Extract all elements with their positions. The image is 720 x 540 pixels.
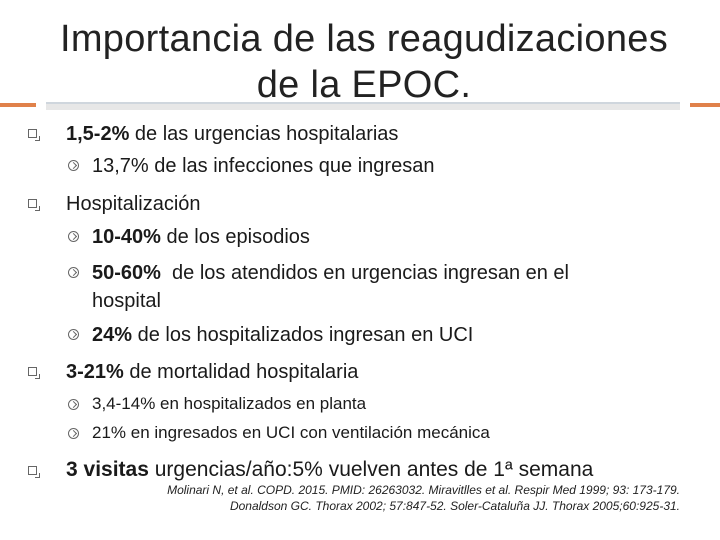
bullet-2-sub-1: 10-40% de los episodios — [92, 224, 310, 250]
title-line-1: Importancia de las reagudizaciones — [60, 18, 668, 60]
square-bullet-icon — [28, 129, 40, 141]
circle-arrow-bullet-icon — [68, 399, 79, 410]
references: Molinari N, et al. COPD. 2015. PMID: 262… — [40, 482, 680, 514]
bullet-2-sub-2: 50-60% de los atendidos en urgencias ing… — [92, 260, 569, 286]
bullet-3-sub-2-text: 21% en ingresados en UCI con ventilación… — [92, 423, 490, 442]
reference-line-2: Donaldson GC. Thorax 2002; 57:847-52. So… — [229, 499, 680, 513]
title-accent-left — [0, 103, 36, 107]
bullet-2-sub-1-text: de los episodios — [160, 226, 310, 248]
square-bullet-icon — [28, 466, 40, 478]
circle-arrow-bullet-icon — [68, 267, 79, 278]
bullet-2-sub-3-text: de los hospitalizados ingresan en UCI — [132, 324, 474, 346]
slide-title: Importancia de las reagudizaciones de la… — [30, 16, 698, 108]
bullet-1-sub-1: 13,7% de las infecciones que ingresan — [92, 153, 434, 179]
bullet-4-strong: 3 visitas — [66, 458, 149, 481]
bullet-3-sub-2: 21% en ingresados en UCI con ventilación… — [92, 422, 490, 444]
title-divider — [46, 102, 680, 110]
bullet-2-sub-2-strong: 50-60% — [92, 262, 161, 284]
bullet-2-text: Hospitalización — [66, 193, 201, 215]
bullet-3: 3-21% de mortalidad hospitalaria — [66, 359, 358, 385]
bullet-3-sub-1-text: 3,4-14% en hospitalizados en planta — [92, 394, 367, 413]
bullet-1-sub-1-text: 13,7% de las infecciones que ingresan — [92, 155, 435, 177]
bullet-1-text: de las urgencias hospitalarias — [129, 123, 399, 145]
bullet-3-sub-1: 3,4-14% en hospitalizados en planta — [92, 393, 366, 415]
bullet-2-sub-2-cont-text: hospital — [92, 290, 161, 312]
bullet-2-sub-3-strong: 24% — [92, 324, 133, 346]
bullet-2-sub-1-strong: 10-40% — [92, 226, 161, 248]
bullet-3-text: de mortalidad hospitalaria — [123, 361, 359, 383]
circle-arrow-bullet-icon — [68, 231, 79, 242]
bullet-2-sub-2-text: de los atendidos en urgencias ingresan e… — [160, 262, 569, 284]
bullet-2: Hospitalización — [66, 191, 201, 217]
bullet-3-strong: 3-21% — [66, 361, 124, 383]
bullet-2-sub-3: 24% de los hospitalizados ingresan en UC… — [92, 322, 473, 348]
bullet-4: 3 visitas urgencias/año:5% vuelven antes… — [66, 456, 593, 483]
title-line-2: de la EPOC. — [256, 64, 472, 106]
bullet-4-text: urgencias/año:5% vuelven antes de 1ª sem… — [148, 458, 594, 481]
bullet-1-strong: 1,5-2% — [66, 123, 130, 145]
bullet-2-sub-2-cont: hospital — [92, 288, 161, 314]
circle-arrow-bullet-icon — [68, 428, 79, 439]
circle-arrow-bullet-icon — [68, 329, 79, 340]
square-bullet-icon — [28, 367, 40, 379]
square-bullet-icon — [28, 199, 40, 211]
circle-arrow-bullet-icon — [68, 160, 79, 171]
title-accent-right — [690, 103, 720, 107]
bullet-1: 1,5-2% de las urgencias hospitalarias — [66, 121, 398, 147]
reference-line-1: Molinari N, et al. COPD. 2015. PMID: 262… — [167, 483, 680, 497]
